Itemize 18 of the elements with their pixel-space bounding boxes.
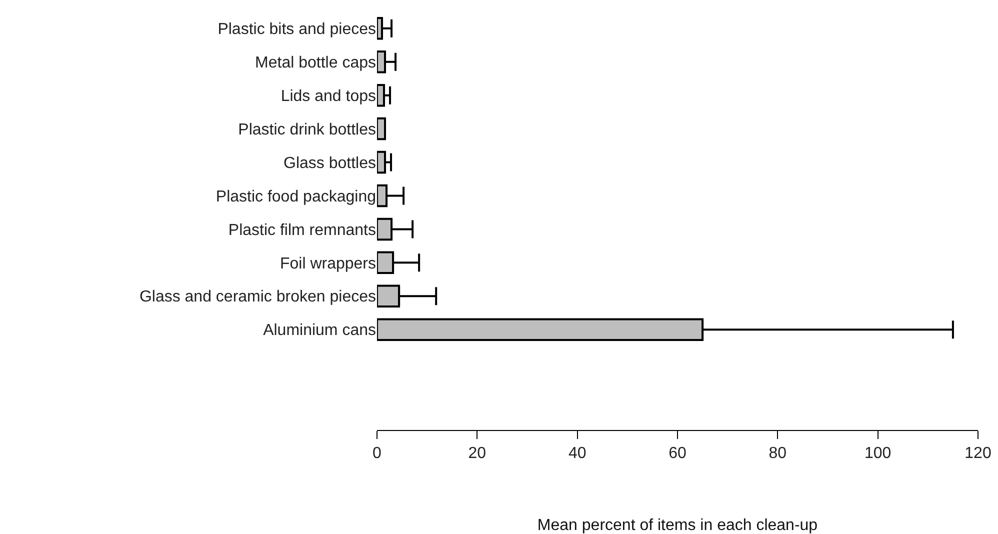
y-tick-label: Glass bottles <box>284 154 376 172</box>
x-tick-label: 60 <box>668 445 686 462</box>
y-tick-label: Plastic drink bottles <box>238 121 376 138</box>
x-axis-title: Mean percent of items in each clean-up <box>537 517 818 534</box>
x-tick-label: 40 <box>568 445 586 462</box>
y-tick-label: Plastic food packaging <box>216 188 376 206</box>
y-tick-label: Metal bottle caps <box>255 54 376 72</box>
x-tick-label: 120 <box>964 445 992 462</box>
y-tick-label: Glass and ceramic broken pieces <box>139 288 376 306</box>
y-tick-label: Foil wrappers <box>280 255 376 272</box>
y-tick-label: Aluminium cans <box>263 322 376 340</box>
x-tick-label: 20 <box>468 445 486 462</box>
x-tick-label: 80 <box>768 445 787 462</box>
y-tick-label: Plastic film remnants <box>228 222 376 239</box>
x-tick-label: 0 <box>372 445 382 462</box>
x-tick-label: 100 <box>864 445 892 462</box>
y-tick-label: Plastic bits and pieces <box>218 21 376 38</box>
y-tick-label: Lids and tops <box>280 88 376 105</box>
